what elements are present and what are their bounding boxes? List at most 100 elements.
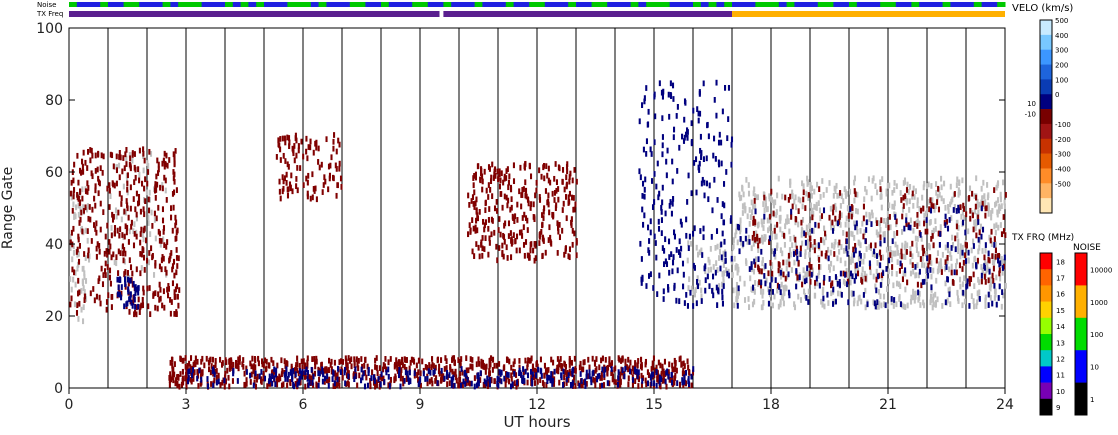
data-point bbox=[830, 282, 833, 289]
data-point bbox=[518, 229, 522, 236]
data-point bbox=[520, 229, 523, 236]
data-point bbox=[69, 190, 72, 197]
data-point bbox=[553, 368, 556, 375]
data-point bbox=[158, 237, 161, 244]
data-point bbox=[661, 378, 664, 384]
data-point bbox=[81, 186, 84, 193]
data-point bbox=[710, 233, 713, 240]
data-point bbox=[606, 380, 609, 386]
data-point bbox=[662, 296, 665, 302]
data-point bbox=[524, 368, 527, 375]
data-point bbox=[940, 269, 943, 275]
data-point bbox=[644, 377, 647, 384]
data-point bbox=[408, 369, 411, 376]
data-point bbox=[766, 206, 769, 212]
data-point bbox=[882, 270, 885, 276]
data-point bbox=[529, 173, 533, 180]
data-point bbox=[956, 232, 959, 239]
data-point bbox=[564, 194, 568, 200]
data-point bbox=[900, 253, 903, 260]
data-point bbox=[197, 383, 200, 389]
txfreq-scale-swatch bbox=[1040, 366, 1052, 383]
data-point bbox=[811, 244, 814, 250]
data-point bbox=[809, 202, 812, 209]
data-point bbox=[984, 303, 987, 309]
data-point bbox=[658, 80, 661, 87]
data-point bbox=[743, 280, 746, 287]
data-point bbox=[568, 190, 571, 197]
data-point bbox=[139, 251, 142, 257]
data-point bbox=[928, 254, 931, 261]
noise-bar-segment bbox=[607, 2, 616, 7]
data-point bbox=[155, 215, 158, 222]
noise-bar-segment bbox=[825, 2, 834, 7]
data-point bbox=[651, 371, 655, 378]
data-point bbox=[95, 229, 98, 236]
data-point bbox=[286, 361, 289, 367]
data-point bbox=[976, 299, 979, 306]
data-point bbox=[906, 181, 909, 188]
data-point bbox=[112, 213, 115, 220]
data-point bbox=[412, 357, 415, 363]
data-point bbox=[799, 197, 802, 204]
data-point bbox=[356, 382, 359, 389]
data-point bbox=[334, 374, 337, 381]
data-point bbox=[703, 179, 706, 186]
data-point bbox=[119, 226, 122, 233]
data-point bbox=[163, 174, 166, 181]
data-point bbox=[185, 369, 188, 376]
data-point bbox=[849, 209, 852, 215]
data-point bbox=[951, 278, 954, 285]
data-point bbox=[417, 377, 420, 383]
data-point bbox=[911, 240, 914, 247]
data-point bbox=[975, 232, 978, 239]
data-point bbox=[473, 204, 476, 210]
data-point bbox=[811, 270, 814, 277]
data-point bbox=[714, 269, 717, 276]
data-point bbox=[120, 284, 123, 290]
data-point bbox=[455, 377, 458, 384]
data-point bbox=[459, 382, 463, 389]
data-point bbox=[180, 381, 183, 388]
data-point bbox=[295, 176, 298, 182]
data-point bbox=[810, 271, 813, 278]
data-point bbox=[687, 378, 690, 385]
data-point bbox=[732, 237, 735, 243]
data-point bbox=[665, 172, 668, 179]
data-point bbox=[918, 268, 921, 275]
data-point bbox=[875, 253, 879, 259]
data-point bbox=[817, 200, 820, 206]
data-point bbox=[567, 376, 570, 383]
data-point bbox=[344, 380, 347, 387]
data-point bbox=[927, 262, 930, 269]
data-point bbox=[675, 367, 678, 374]
data-point bbox=[81, 195, 84, 202]
data-point bbox=[1004, 232, 1007, 238]
data-point bbox=[811, 208, 814, 214]
data-point bbox=[396, 365, 399, 372]
data-point bbox=[131, 270, 134, 277]
data-point bbox=[125, 301, 128, 308]
data-point bbox=[670, 93, 673, 99]
data-point bbox=[531, 380, 534, 387]
data-point bbox=[918, 220, 921, 227]
data-point bbox=[838, 248, 841, 255]
data-point bbox=[157, 161, 160, 168]
data-point bbox=[291, 145, 294, 152]
data-point bbox=[874, 183, 877, 189]
data-point bbox=[444, 355, 447, 361]
data-point bbox=[159, 295, 162, 302]
noise-bar-segment bbox=[412, 2, 421, 7]
data-point bbox=[860, 298, 863, 305]
data-point bbox=[455, 374, 458, 381]
data-point bbox=[909, 258, 912, 265]
data-point bbox=[987, 256, 990, 263]
noise-bar-segment bbox=[739, 2, 749, 7]
data-point bbox=[147, 196, 150, 203]
data-point bbox=[94, 187, 97, 194]
data-point bbox=[764, 196, 767, 203]
data-point bbox=[315, 144, 318, 151]
data-point bbox=[181, 368, 184, 375]
data-point bbox=[963, 298, 966, 305]
data-point bbox=[354, 366, 357, 373]
